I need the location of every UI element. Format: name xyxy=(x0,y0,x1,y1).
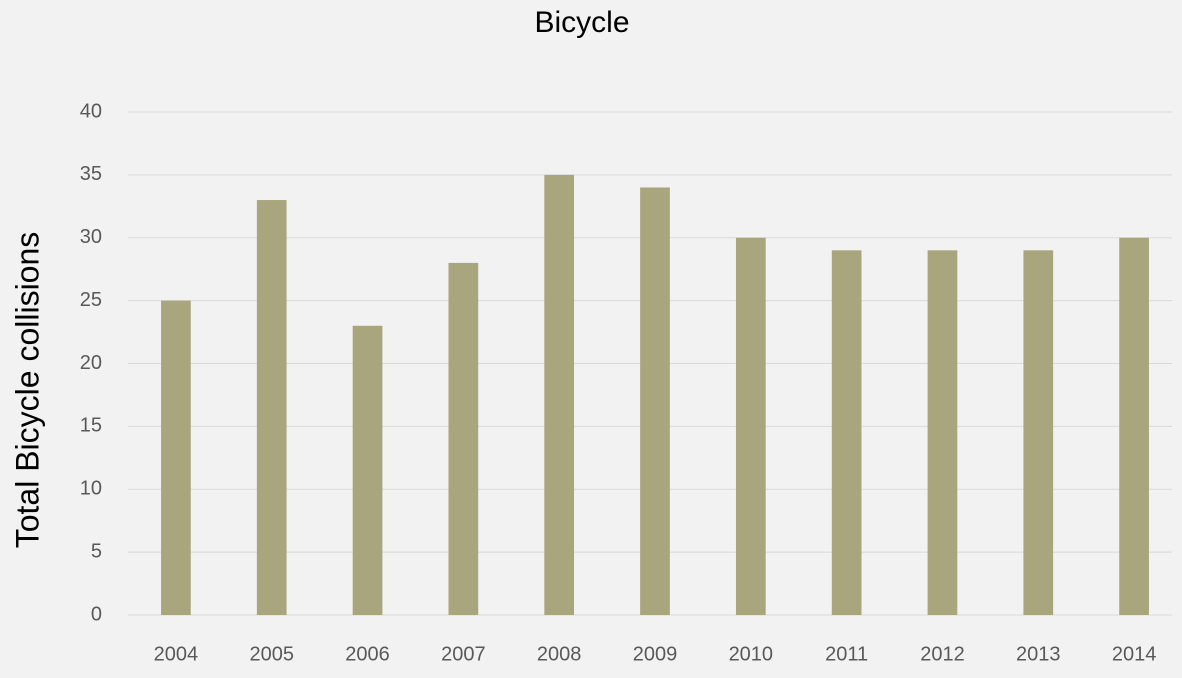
bar xyxy=(831,250,862,615)
chart-title: Bicycle xyxy=(534,6,629,39)
y-axis-label: Total Bicycle collisions xyxy=(9,232,45,549)
x-tick-label: 2014 xyxy=(1112,643,1157,665)
y-tick-label: 5 xyxy=(91,540,102,562)
x-tick-label: 2009 xyxy=(633,643,678,665)
y-tick-label: 15 xyxy=(80,415,102,437)
x-tick-label: 2010 xyxy=(729,643,774,665)
bar xyxy=(544,174,575,615)
x-tick-label: 2006 xyxy=(345,643,390,665)
x-tick-label: 2013 xyxy=(1016,643,1061,665)
bar xyxy=(1023,250,1054,615)
bar xyxy=(448,262,479,615)
bar xyxy=(735,237,766,615)
y-tick-label: 0 xyxy=(91,603,102,625)
y-tick-label: 25 xyxy=(80,289,102,311)
bar xyxy=(640,187,670,615)
x-tick-label: 2011 xyxy=(825,643,868,665)
bar xyxy=(256,200,287,615)
y-tick-label: 35 xyxy=(80,163,102,185)
y-tick-label: 40 xyxy=(80,100,102,122)
x-tick-label: 2004 xyxy=(154,643,199,665)
bar xyxy=(1119,237,1149,615)
x-tick-label: 2005 xyxy=(249,643,294,665)
y-tick-label: 10 xyxy=(80,478,102,500)
y-tick-label: 20 xyxy=(80,352,102,374)
bar xyxy=(352,325,383,615)
x-tick-label: 2008 xyxy=(537,643,582,665)
x-tick-label: 2007 xyxy=(441,643,486,665)
x-tick-label: 2012 xyxy=(920,643,965,665)
y-tick-label: 30 xyxy=(80,226,102,248)
bar xyxy=(927,250,958,615)
bar xyxy=(161,300,191,615)
